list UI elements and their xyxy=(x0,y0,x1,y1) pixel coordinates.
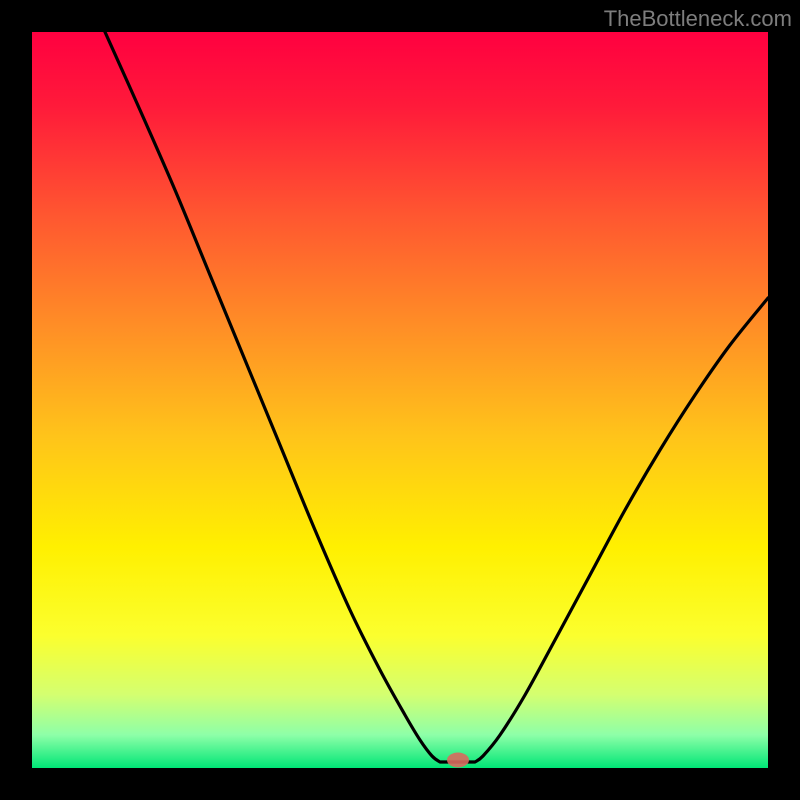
chart-svg xyxy=(0,0,800,800)
gradient-background xyxy=(32,32,768,768)
optimal-marker xyxy=(447,753,469,768)
bottleneck-chart: TheBottleneck.com xyxy=(0,0,800,800)
watermark-label: TheBottleneck.com xyxy=(604,6,792,32)
plot-area xyxy=(32,32,768,768)
